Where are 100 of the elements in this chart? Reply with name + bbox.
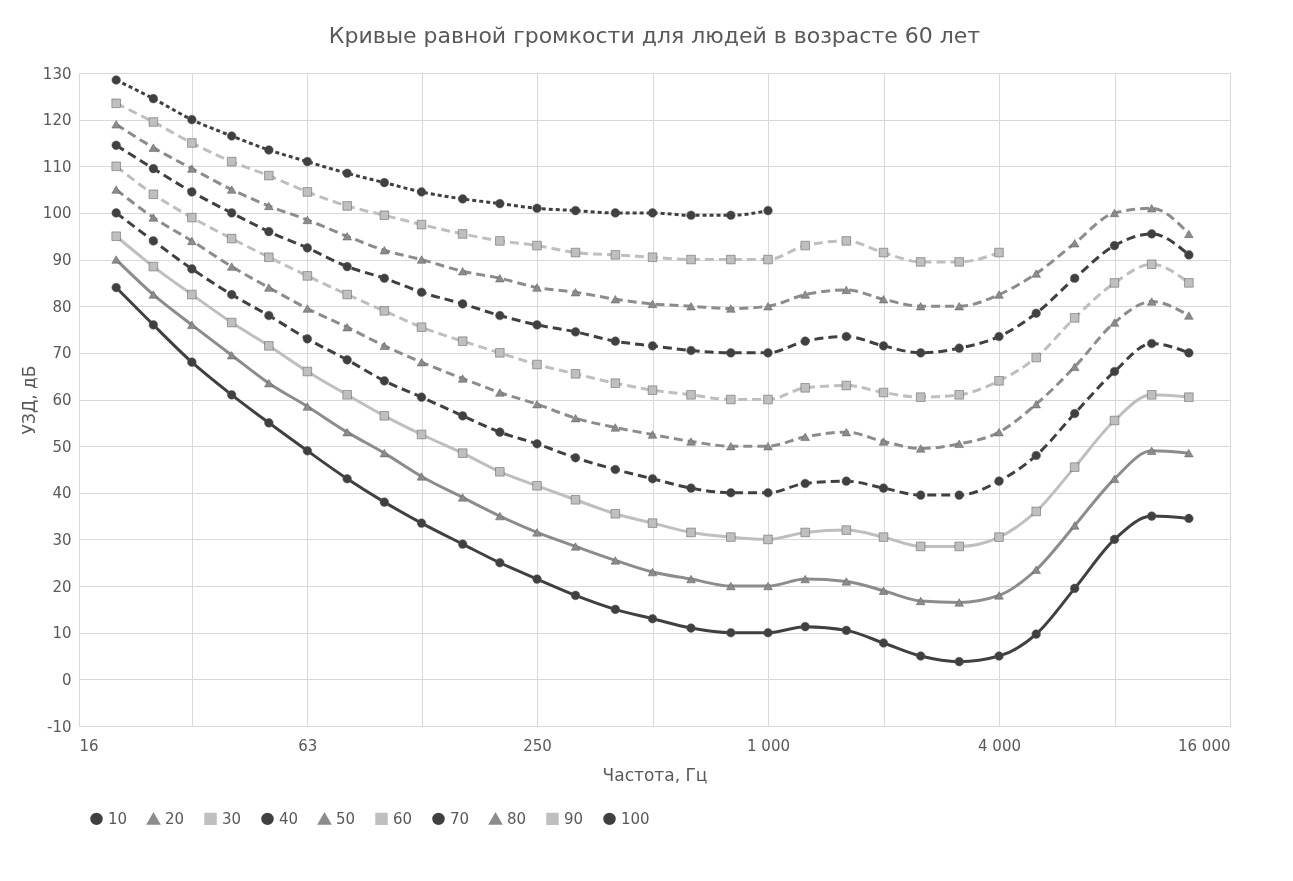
point bbox=[841, 285, 852, 295]
point bbox=[342, 355, 352, 365]
point bbox=[954, 439, 965, 449]
point bbox=[841, 380, 852, 391]
point bbox=[302, 402, 313, 411]
point bbox=[1109, 278, 1120, 288]
point bbox=[302, 243, 313, 253]
point bbox=[1184, 311, 1194, 320]
point bbox=[264, 378, 274, 388]
y-tick-label: 110 bbox=[42, 157, 72, 176]
point bbox=[570, 542, 581, 551]
y-tick-label: 60 bbox=[52, 391, 72, 409]
point bbox=[800, 432, 811, 442]
point bbox=[647, 473, 658, 484]
point bbox=[800, 527, 811, 538]
point bbox=[532, 283, 542, 292]
point bbox=[647, 385, 658, 395]
point bbox=[342, 473, 352, 484]
point bbox=[570, 590, 581, 601]
point bbox=[416, 392, 427, 402]
point bbox=[1031, 450, 1042, 461]
point bbox=[686, 210, 696, 221]
point bbox=[763, 441, 773, 451]
point bbox=[187, 264, 197, 274]
point bbox=[457, 299, 468, 309]
point bbox=[954, 257, 965, 267]
point bbox=[686, 254, 696, 265]
point bbox=[1184, 250, 1194, 260]
point bbox=[726, 627, 736, 638]
point bbox=[416, 219, 427, 230]
point bbox=[647, 252, 658, 263]
point bbox=[302, 187, 313, 197]
point bbox=[726, 254, 736, 265]
point bbox=[379, 306, 390, 316]
chart-title: Кривые равной громкости для людей в возрасте 60 лет bbox=[328, 23, 981, 48]
point bbox=[610, 556, 621, 565]
point bbox=[954, 390, 965, 400]
legend-label: 80 bbox=[507, 810, 527, 829]
point bbox=[342, 201, 352, 211]
point bbox=[878, 247, 889, 258]
point bbox=[532, 438, 542, 449]
point bbox=[954, 598, 965, 607]
point bbox=[726, 210, 736, 221]
point bbox=[726, 304, 736, 313]
point bbox=[1069, 239, 1080, 248]
legend-label: 50 bbox=[336, 810, 356, 829]
point bbox=[1069, 583, 1080, 594]
point bbox=[495, 273, 505, 283]
point bbox=[379, 273, 390, 284]
point bbox=[416, 472, 427, 481]
point bbox=[610, 604, 621, 615]
y-tick-label: 20 bbox=[52, 577, 72, 596]
point bbox=[686, 437, 696, 446]
point bbox=[1031, 352, 1042, 363]
point bbox=[686, 301, 696, 311]
point bbox=[495, 557, 505, 568]
point bbox=[532, 480, 542, 491]
point bbox=[686, 483, 696, 493]
y-tick-label: 90 bbox=[52, 251, 72, 270]
point bbox=[878, 294, 889, 304]
point bbox=[763, 534, 773, 545]
point bbox=[1031, 399, 1042, 409]
point bbox=[457, 229, 468, 239]
point bbox=[111, 282, 122, 293]
point bbox=[570, 413, 581, 423]
point bbox=[416, 287, 427, 298]
point bbox=[148, 189, 159, 200]
point bbox=[187, 187, 197, 197]
point bbox=[800, 478, 811, 489]
y-tick-label: 40 bbox=[52, 484, 72, 503]
point bbox=[495, 466, 505, 477]
point bbox=[570, 205, 581, 216]
y-tick-label: 100 bbox=[42, 204, 72, 223]
point bbox=[763, 581, 773, 591]
point bbox=[342, 168, 352, 179]
point bbox=[647, 567, 658, 577]
point bbox=[954, 490, 965, 500]
point bbox=[1184, 392, 1194, 402]
point bbox=[264, 310, 274, 321]
point bbox=[763, 394, 773, 405]
point bbox=[111, 231, 122, 242]
point bbox=[610, 250, 621, 260]
point bbox=[800, 336, 811, 347]
point bbox=[1069, 408, 1080, 419]
point bbox=[342, 427, 352, 437]
point bbox=[1146, 297, 1157, 306]
point bbox=[111, 255, 122, 264]
point bbox=[954, 541, 965, 552]
point bbox=[264, 170, 274, 181]
legend-label: 60 bbox=[393, 809, 413, 828]
point bbox=[379, 376, 390, 386]
point bbox=[763, 205, 773, 216]
point bbox=[495, 388, 505, 397]
point bbox=[686, 574, 696, 584]
point bbox=[416, 429, 427, 440]
x-axis-title: Частота, Гц bbox=[602, 764, 708, 785]
point bbox=[726, 581, 736, 591]
point bbox=[187, 164, 197, 173]
point bbox=[457, 539, 468, 549]
point bbox=[878, 638, 889, 648]
